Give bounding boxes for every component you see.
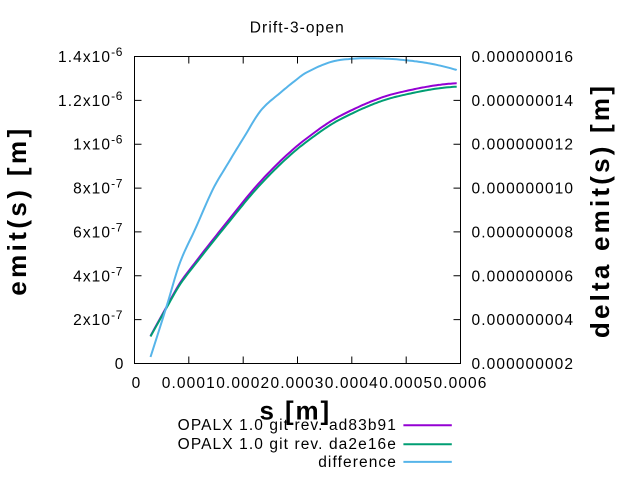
svg-text:0.0003: 0.0003 — [270, 375, 324, 392]
svg-text:difference: difference — [318, 454, 397, 471]
svg-text:1x10-6: 1x10-6 — [73, 133, 123, 154]
svg-text:8x10-7: 8x10-7 — [73, 177, 123, 198]
svg-text:Drift-3-open: Drift-3-open — [250, 20, 345, 37]
svg-text:0.000000016: 0.000000016 — [472, 49, 575, 66]
svg-text:6x10-7: 6x10-7 — [73, 220, 123, 241]
svg-text:OPALX 1.0 git rev. ad83b91: OPALX 1.0 git rev. ad83b91 — [178, 417, 397, 434]
svg-text:delta emit(s) [m]: delta emit(s) [m] — [585, 83, 615, 338]
svg-text:0.0006: 0.0006 — [433, 375, 487, 392]
svg-text:4x10-7: 4x10-7 — [73, 264, 123, 285]
svg-text:0.000000012: 0.000000012 — [472, 137, 575, 154]
svg-text:1.2x10-6: 1.2x10-6 — [58, 89, 123, 110]
svg-text:emit(s) [m]: emit(s) [m] — [2, 125, 32, 295]
svg-text:0.000000006: 0.000000006 — [472, 268, 575, 285]
svg-text:OPALX 1.0 git rev. da2e16e: OPALX 1.0 git rev. da2e16e — [178, 436, 397, 453]
svg-text:0.000000014: 0.000000014 — [472, 93, 575, 110]
svg-text:1.4x10-6: 1.4x10-6 — [58, 45, 123, 66]
svg-text:s [m]: s [m] — [259, 396, 331, 426]
svg-text:0.0002: 0.0002 — [216, 375, 270, 392]
svg-text:0: 0 — [115, 356, 125, 373]
svg-text:0.000000008: 0.000000008 — [472, 224, 575, 241]
svg-text:0.000000004: 0.000000004 — [472, 312, 575, 329]
svg-text:0.0001: 0.0001 — [162, 375, 216, 392]
svg-text:0.000000010: 0.000000010 — [472, 181, 575, 198]
svg-text:0.0005: 0.0005 — [379, 375, 433, 392]
svg-text:0.0004: 0.0004 — [325, 375, 379, 392]
svg-text:0: 0 — [132, 375, 142, 392]
svg-text:2x10-7: 2x10-7 — [73, 308, 123, 329]
svg-text:0.000000002: 0.000000002 — [472, 356, 575, 373]
